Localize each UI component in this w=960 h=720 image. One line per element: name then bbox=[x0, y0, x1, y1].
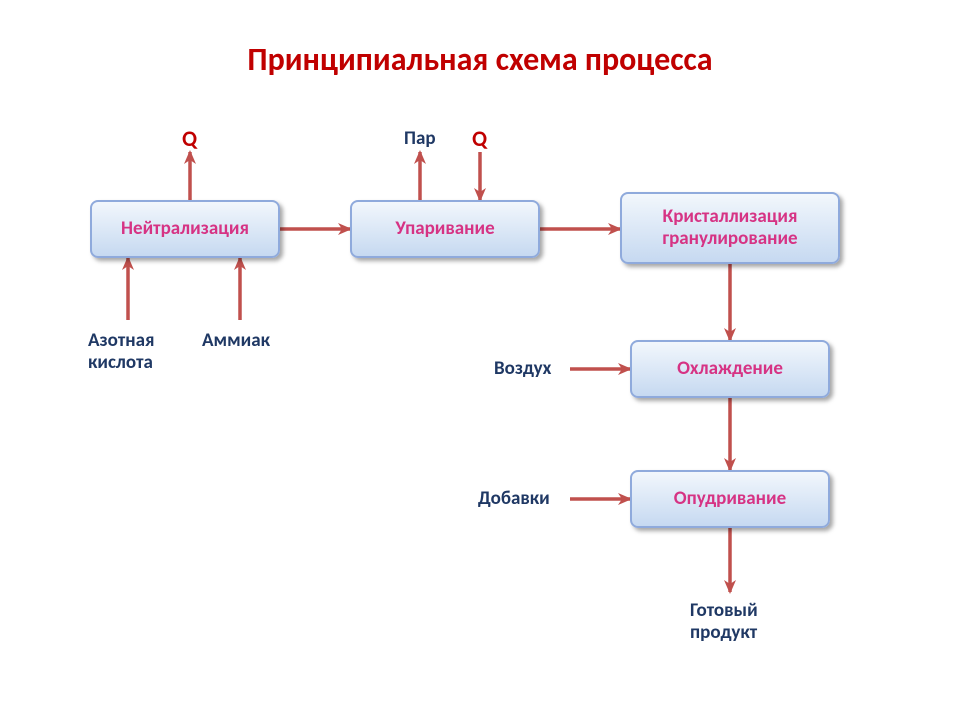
label-q2: Q bbox=[472, 126, 487, 151]
label-steam: Пар bbox=[404, 128, 436, 150]
label-add: Добавки bbox=[478, 488, 550, 510]
label-q1: Q bbox=[182, 126, 197, 151]
node-neutral: Нейтрализация bbox=[90, 200, 280, 258]
node-evap: Упаривание bbox=[350, 200, 540, 258]
label-product: Готовый продукт bbox=[690, 600, 758, 644]
node-powder: Опудривание bbox=[630, 470, 830, 528]
node-cryst: Кристаллизация гранулирование bbox=[620, 192, 840, 264]
label-air: Воздух bbox=[494, 358, 551, 380]
page-title: Принципиальная схема процесса bbox=[0, 40, 960, 79]
label-ammonia: Аммиак bbox=[202, 330, 270, 352]
label-acid: Азотная кислота bbox=[88, 330, 154, 374]
node-cool: Охлаждение bbox=[630, 340, 830, 398]
